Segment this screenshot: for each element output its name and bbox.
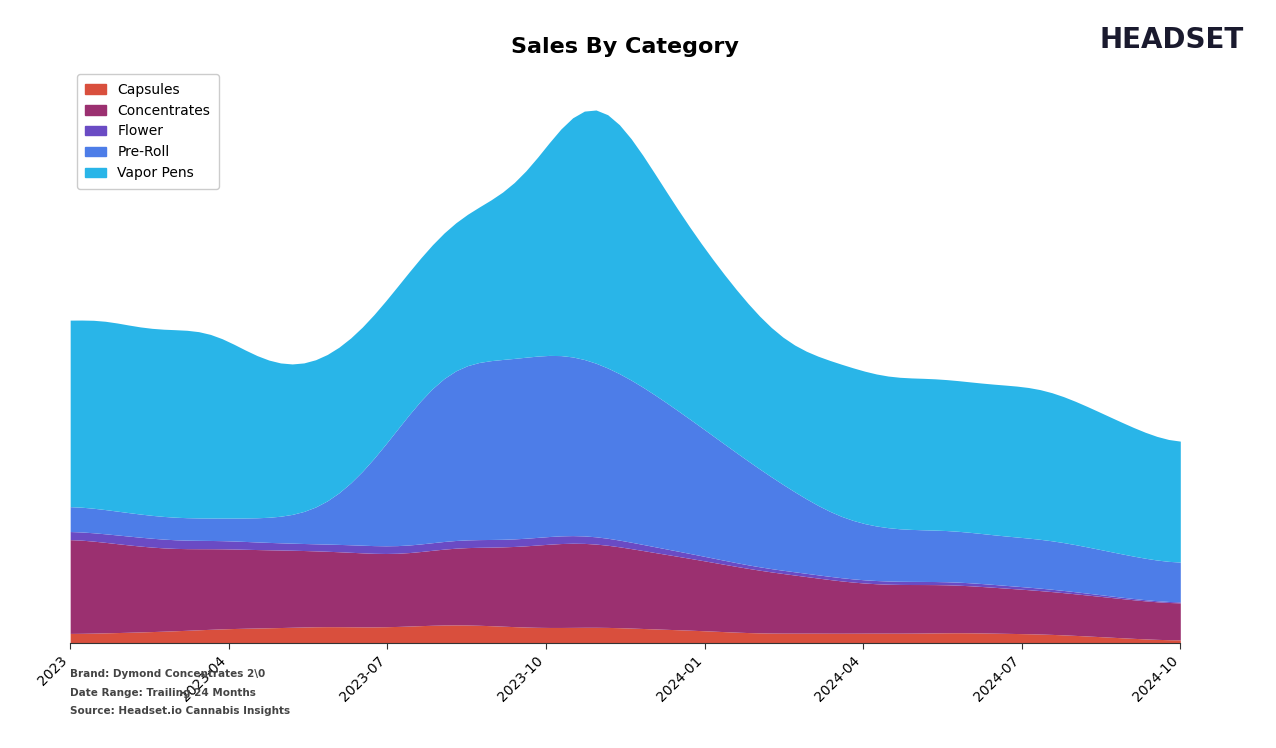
Legend: Capsules, Concentrates, Flower, Pre-Roll, Vapor Pens: Capsules, Concentrates, Flower, Pre-Roll… <box>77 74 218 188</box>
Text: Source: Headset.io Cannabis Insights: Source: Headset.io Cannabis Insights <box>70 706 291 717</box>
Text: Date Range: Trailing 24 Months: Date Range: Trailing 24 Months <box>70 687 256 698</box>
Text: HEADSET: HEADSET <box>1100 26 1244 54</box>
Text: Brand: Dymond Concentrates 2\0: Brand: Dymond Concentrates 2\0 <box>70 669 265 679</box>
Title: Sales By Category: Sales By Category <box>512 37 739 58</box>
